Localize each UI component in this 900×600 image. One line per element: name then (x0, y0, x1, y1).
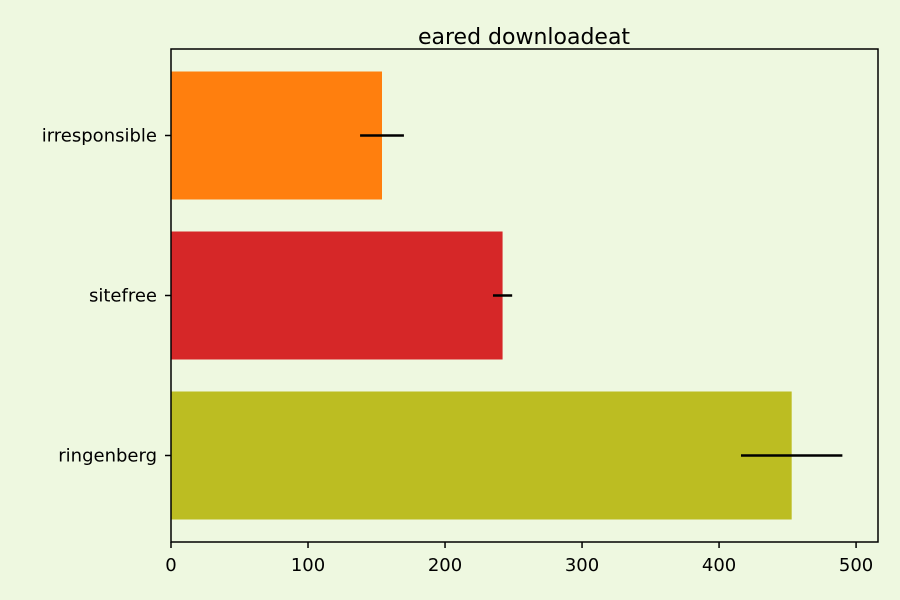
bar-ringenberg (171, 391, 792, 520)
y-axis: irresponsible sitefree ringenberg (42, 126, 171, 467)
bar-irresponsible (171, 71, 383, 200)
x-tick-label-0: 0 (165, 555, 176, 576)
error-bars-layer (360, 134, 843, 457)
x-tick-label-100: 100 (291, 555, 325, 576)
x-tick-label-400: 400 (702, 555, 736, 576)
x-axis: 0 100 200 300 400 500 (165, 542, 873, 576)
y-tick-label-ringenberg: ringenberg (58, 446, 157, 467)
x-tick-label-500: 500 (839, 555, 873, 576)
bar-sitefree (171, 231, 503, 360)
x-tick-label-300: 300 (565, 555, 599, 576)
y-tick-label-irresponsible: irresponsible (42, 126, 157, 147)
bars-layer (171, 71, 792, 520)
y-tick-label-sitefree: sitefree (89, 286, 157, 307)
x-tick-label-200: 200 (428, 555, 462, 576)
chart-title: eared downloadeat (418, 25, 630, 50)
